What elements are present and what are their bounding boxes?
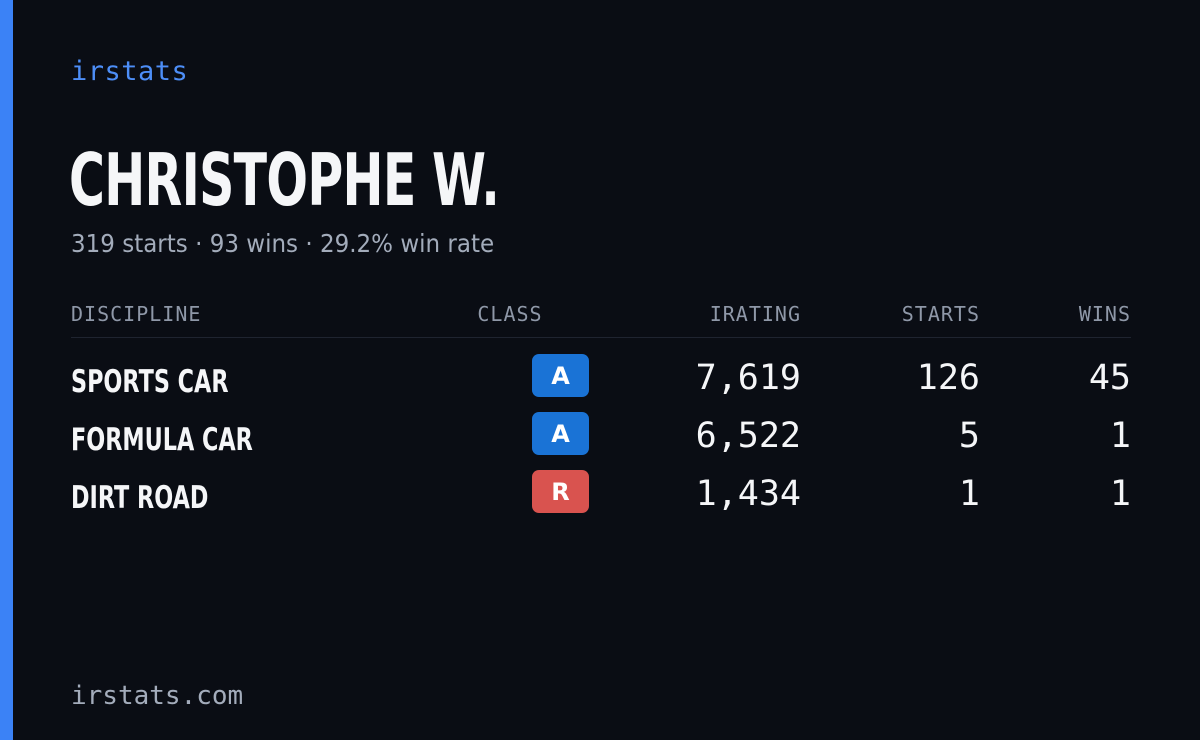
class-badge: A <box>532 354 589 397</box>
header-starts: STARTS <box>901 302 980 326</box>
header-irating: IRATING <box>709 302 801 326</box>
wins-value: 1 <box>1109 416 1131 456</box>
discipline-name: DIRT ROAD <box>71 480 209 516</box>
header-class: CLASS <box>477 302 543 326</box>
discipline-name: FORMULA CAR <box>71 422 253 458</box>
table-row: DIRT ROAD R 1,434 1 1 <box>71 470 1131 520</box>
class-badge: R <box>532 470 589 513</box>
footer-url: irstats.com <box>71 681 244 711</box>
table-row: SPORTS CAR A 7,619 126 45 <box>71 354 1131 404</box>
accent-bar <box>0 0 13 740</box>
irating-value: 6,522 <box>695 416 801 456</box>
class-badge: A <box>532 412 589 455</box>
header-discipline: DISCIPLINE <box>71 302 202 326</box>
brand-logo: irstats <box>71 56 189 87</box>
starts-value: 5 <box>958 416 980 456</box>
driver-name: CHRISTOPHE W. <box>69 138 500 222</box>
table-row: FORMULA CAR A 6,522 5 1 <box>71 412 1131 462</box>
discipline-name: SPORTS CAR <box>71 364 229 400</box>
driver-summary: 319 starts · 93 wins · 29.2% win rate <box>71 229 495 258</box>
starts-value: 126 <box>916 358 980 398</box>
wins-value: 1 <box>1109 474 1131 514</box>
starts-value: 1 <box>958 474 980 514</box>
irating-value: 1,434 <box>695 474 801 514</box>
irating-value: 7,619 <box>695 358 801 398</box>
wins-value: 45 <box>1088 358 1131 398</box>
table-header: DISCIPLINE CLASS IRATING STARTS WINS <box>71 300 1131 338</box>
header-wins: WINS <box>1078 302 1131 326</box>
